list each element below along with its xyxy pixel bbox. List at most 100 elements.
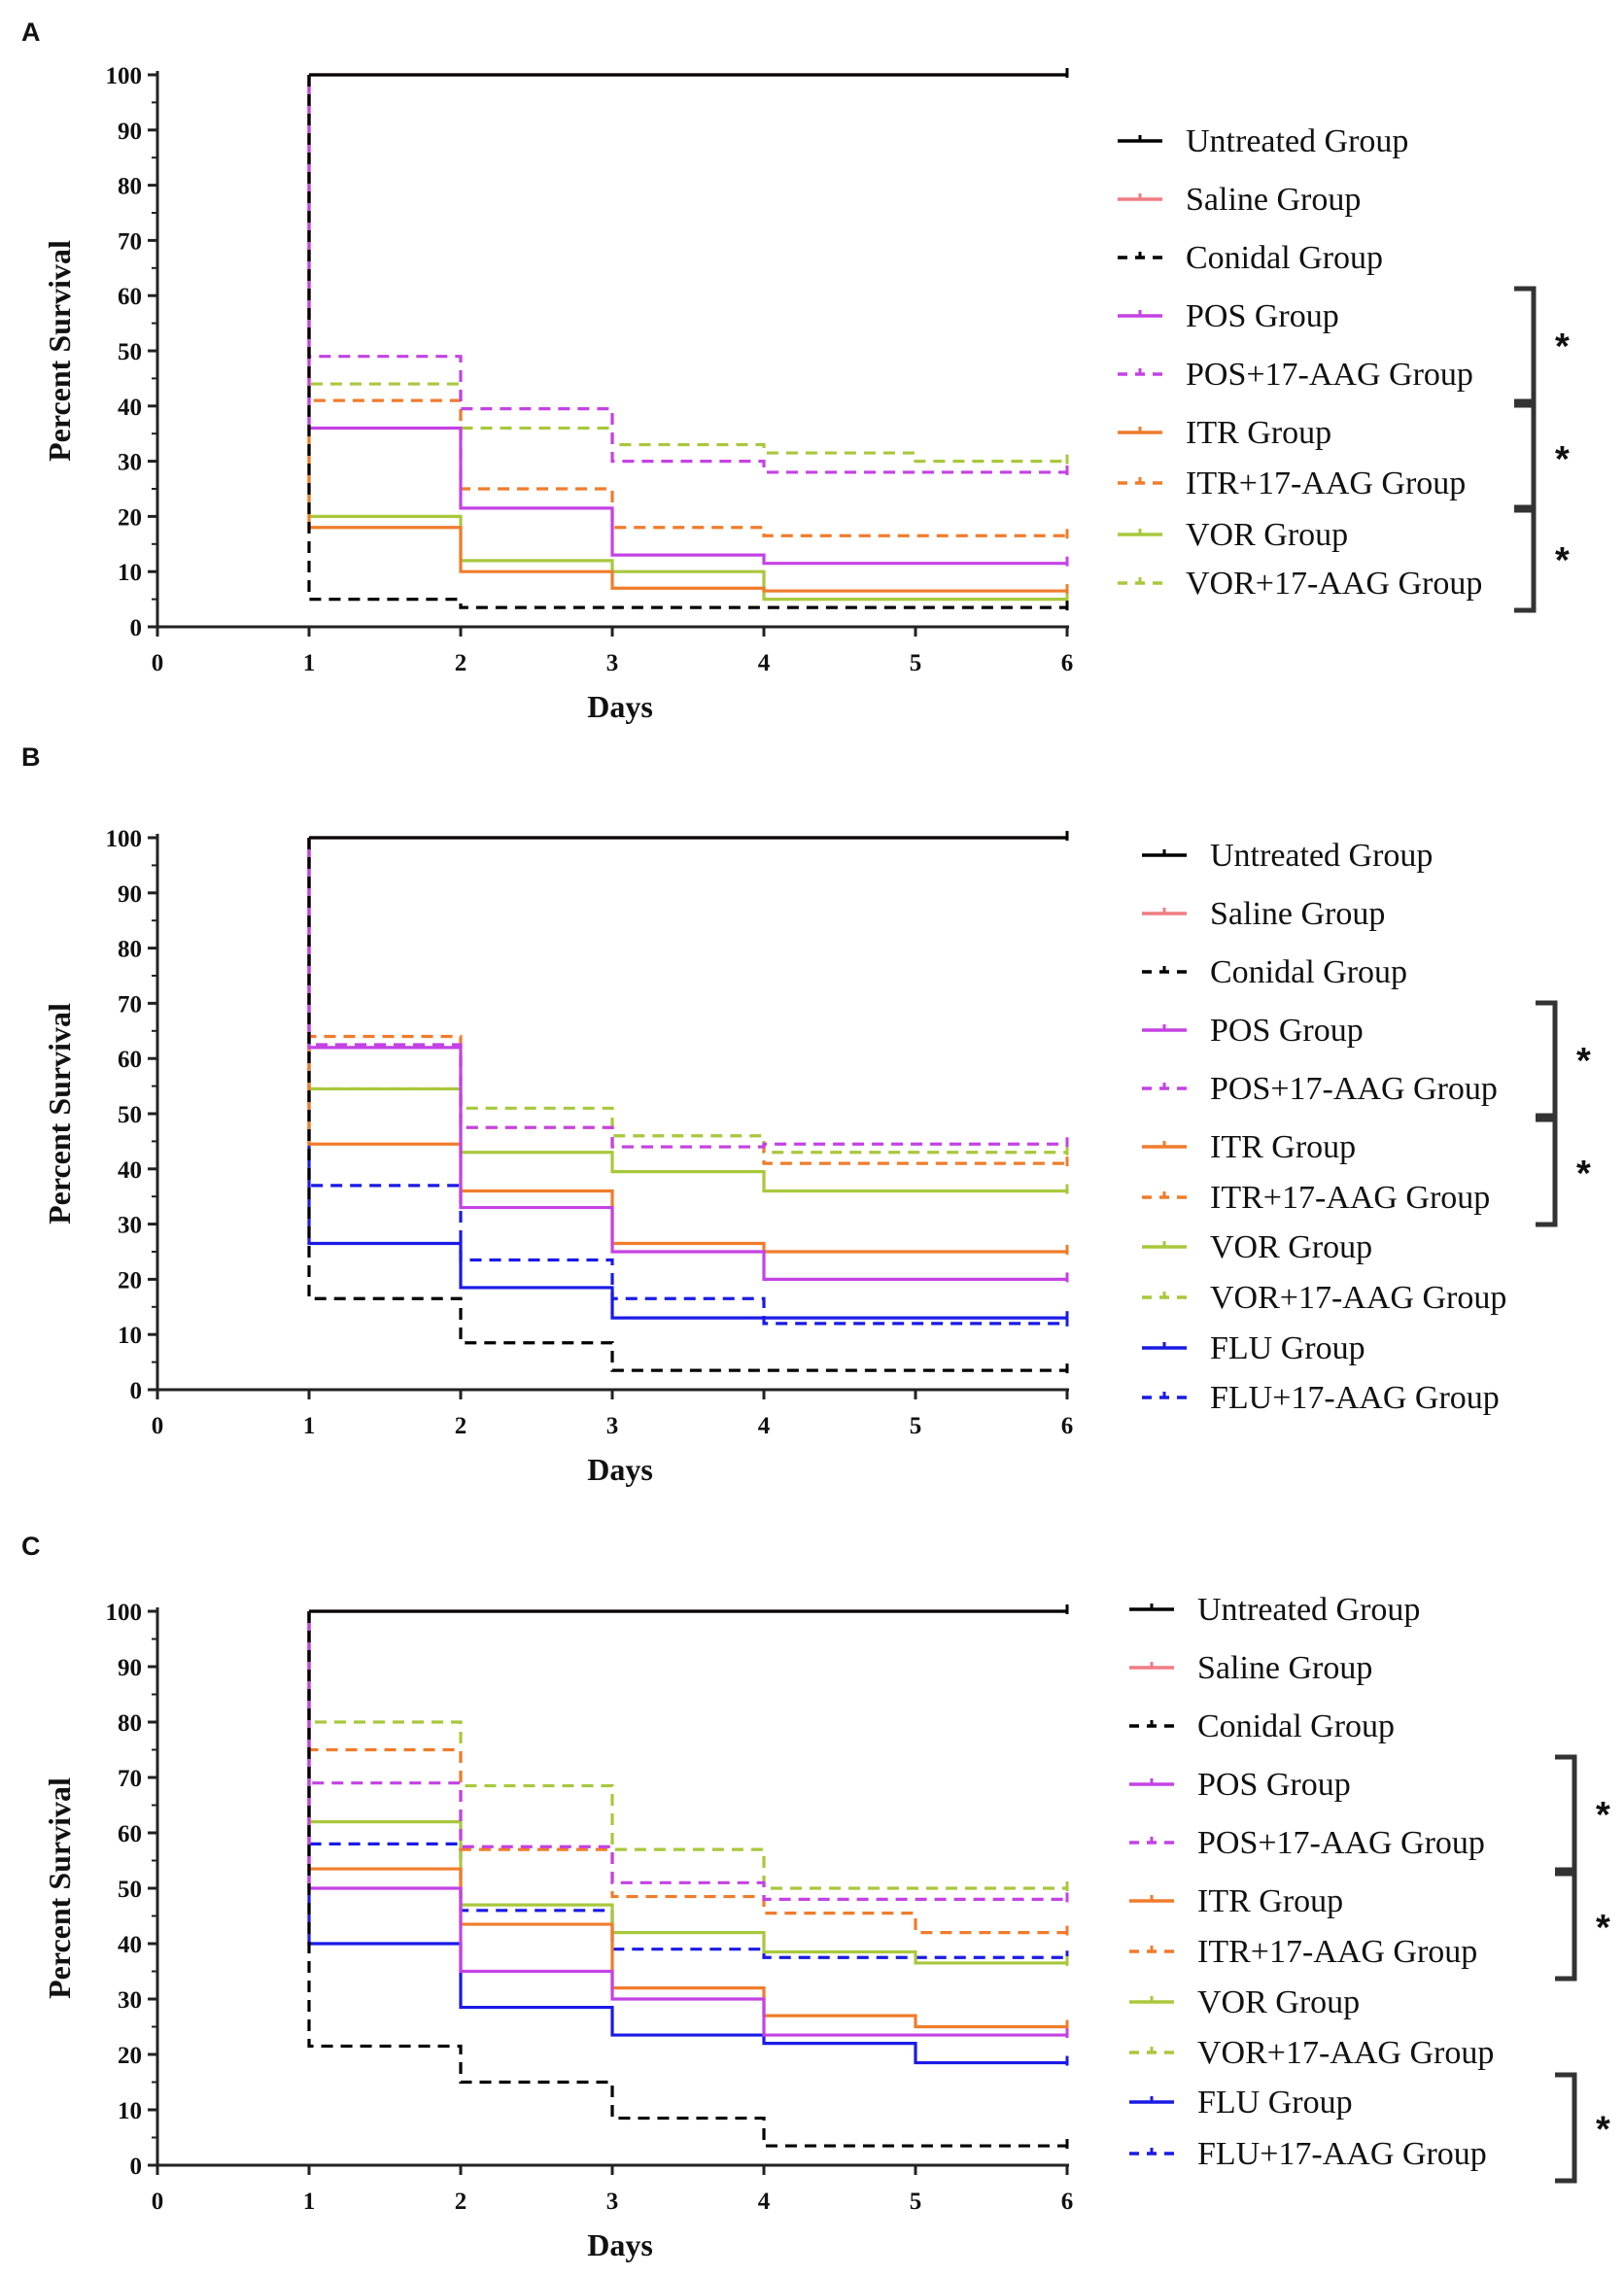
panel-label: C: [21, 1532, 41, 1561]
significance-bracket: [1514, 504, 1537, 613]
x-tick-label: 0: [152, 650, 164, 676]
chart-panel-B: B 0 10 20 30 40 50 60 70 80 90 100 0 1 2 3 4 5 6 Days Percen…: [21, 742, 1591, 1487]
y-tick-label: 90: [118, 881, 142, 908]
series-line-pos-17-aag-group: [307, 75, 1067, 474]
series-line-vor-group: [307, 838, 1067, 1193]
panel-label: B: [21, 742, 41, 772]
legend-entry: Saline Group: [1210, 896, 1385, 932]
x-tick-label: 6: [1061, 650, 1074, 676]
legend-entry: VOR+17-AAG Group: [1210, 1280, 1506, 1316]
y-tick-label: 70: [118, 228, 142, 255]
series-line-pos-group: [307, 1611, 1067, 2037]
y-tick-label: 90: [118, 119, 142, 145]
series-line-itr-group: [307, 75, 1067, 593]
significance-star: *: [1555, 439, 1570, 480]
legend-entry: ITR+17-AAG Group: [1197, 1934, 1477, 1970]
series-line-vor-group: [307, 1611, 1067, 1965]
y-tick-label: 10: [118, 1323, 142, 1349]
series-line-conidal-group: [307, 838, 1067, 1372]
legend-entry: POS Group: [1197, 1767, 1351, 1803]
series-line-itr-17-aag-group: [307, 75, 1067, 537]
x-tick-label: 5: [910, 1413, 922, 1439]
legend-entry: POS+17-AAG Group: [1210, 1071, 1498, 1107]
series-line-pos-17-aag-group: [307, 838, 1067, 1149]
legend-entry: FLU+17-AAG Group: [1210, 1380, 1500, 1416]
legend-entry: Untreated Group: [1197, 1592, 1420, 1628]
legend-entry: VOR Group: [1197, 1984, 1360, 2020]
series-line-vor-17-aag-group: [307, 1611, 1067, 1890]
significance-bracket: [1555, 1871, 1577, 1982]
series-line-vor-group: [307, 75, 1067, 602]
x-tick-label: 0: [152, 1413, 164, 1439]
legend-entry: FLU Group: [1210, 1330, 1365, 1366]
y-tick-label: 80: [118, 1710, 142, 1737]
significance-bracket: [1555, 2072, 1577, 2184]
significance-bracket: [1514, 402, 1537, 513]
y-tick-label: 80: [118, 937, 142, 963]
y-tick-label: 30: [118, 1213, 142, 1239]
y-tick-label: 0: [130, 615, 143, 641]
legend-entry: FLU+17-AAG Group: [1197, 2136, 1487, 2172]
y-tick-label: 20: [118, 2043, 142, 2069]
y-tick-label: 80: [118, 174, 142, 200]
x-axis-label: Days: [587, 689, 653, 724]
x-tick-label: 5: [910, 650, 922, 676]
y-tick-label: 0: [130, 2154, 143, 2180]
legend-entry: Untreated Group: [1186, 123, 1408, 159]
x-axis-label: Days: [587, 2227, 653, 2262]
y-tick-label: 70: [118, 991, 142, 1017]
x-tick-label: 3: [606, 650, 619, 676]
x-tick-label: 4: [758, 1413, 771, 1439]
y-tick-label: 30: [118, 1987, 142, 2014]
y-tick-label: 60: [118, 1821, 142, 1847]
series-line-flu-group: [307, 838, 1067, 1320]
panel-label: A: [21, 17, 41, 47]
series-line-flu-group: [307, 1611, 1067, 2065]
y-tick-label: 40: [118, 1932, 142, 1958]
series-line-conidal-group: [307, 1611, 1067, 2148]
x-tick-label: 1: [303, 1413, 316, 1439]
legend-entry: VOR Group: [1186, 517, 1348, 553]
x-tick-label: 0: [152, 2189, 164, 2215]
y-tick-label: 50: [118, 1877, 142, 1903]
y-tick-label: 40: [118, 1157, 142, 1184]
significance-star: *: [1555, 540, 1570, 581]
x-tick-label: 2: [455, 2189, 467, 2215]
y-tick-label: 10: [118, 2098, 142, 2124]
legend-entry: FLU Group: [1197, 2085, 1353, 2121]
series-line-flu-17-aag-group: [307, 1611, 1067, 1959]
x-axis-label: Days: [587, 1452, 653, 1487]
y-axis-label: Percent Survival: [42, 1003, 77, 1224]
x-tick-label: 1: [303, 2189, 316, 2215]
series-line-conidal-group: [307, 75, 1067, 609]
legend-entry: VOR+17-AAG Group: [1186, 566, 1482, 602]
y-tick-label: 40: [118, 395, 142, 421]
y-tick-label: 70: [118, 1766, 142, 1792]
x-tick-label: 2: [455, 650, 467, 676]
x-tick-label: 6: [1061, 2189, 1074, 2215]
x-tick-label: 1: [303, 650, 316, 676]
legend-entry: POS+17-AAG Group: [1186, 357, 1473, 393]
y-tick-label: 50: [118, 339, 142, 365]
significance-star: *: [1596, 1795, 1610, 1836]
y-tick-label: 0: [130, 1378, 143, 1404]
x-tick-label: 5: [910, 2189, 922, 2215]
x-tick-label: 3: [606, 1413, 619, 1439]
y-tick-label: 60: [118, 1047, 142, 1073]
significance-star: *: [1596, 1908, 1610, 1948]
legend-entry: ITR Group: [1210, 1129, 1356, 1165]
legend-entry: ITR Group: [1186, 415, 1331, 451]
x-tick-label: 4: [758, 2189, 771, 2215]
significance-star: *: [1576, 1041, 1591, 1082]
legend-entry: Saline Group: [1186, 182, 1361, 218]
series-line-vor-17-aag-group: [307, 75, 1067, 464]
series-line-vor-17-aag-group: [307, 838, 1067, 1155]
significance-bracket: [1536, 1117, 1558, 1227]
legend-entry: ITR Group: [1197, 1883, 1343, 1919]
y-tick-label: 90: [118, 1655, 142, 1681]
y-tick-label: 100: [106, 1600, 143, 1626]
series-line-pos-group: [307, 75, 1067, 566]
legend-entry: Untreated Group: [1210, 838, 1433, 874]
y-tick-label: 30: [118, 450, 142, 476]
